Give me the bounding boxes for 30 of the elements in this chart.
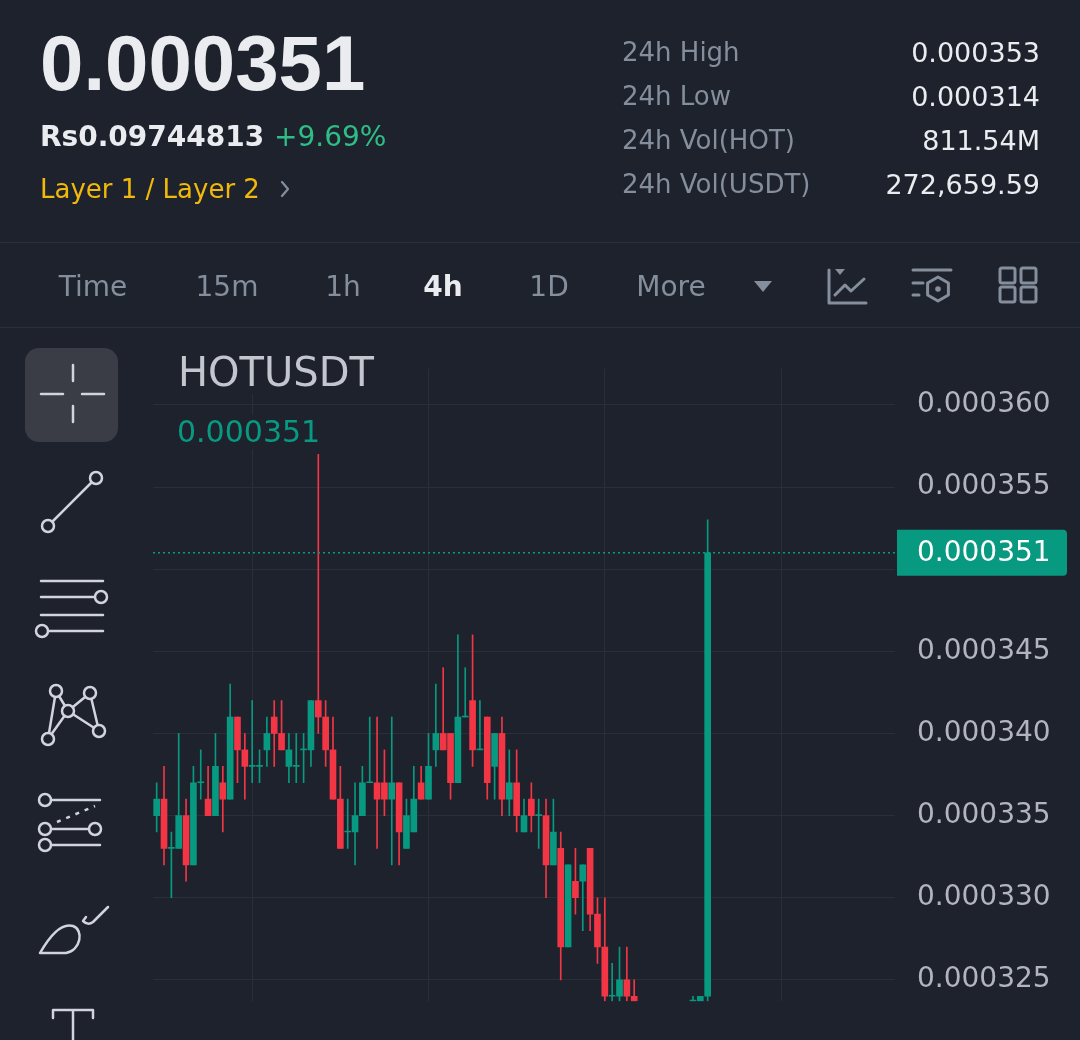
y-tick-label: 0.000355 [917,468,1051,502]
y-tick-label: 0.000345 [917,632,1051,666]
y-tick-label: 0.000335 [917,796,1051,830]
text: 4h [423,270,463,303]
text: Time [58,270,128,303]
candlestick [535,798,543,849]
text: 24h High [622,37,740,67]
text: 15m [195,270,259,303]
text: 0.000351 [40,19,366,107]
text: Layer 1 / Layer 2 [40,174,260,204]
chart-title: HOTUSDT [174,349,378,395]
candlestick [564,864,572,948]
text: Rs0.09744813 [40,120,265,153]
y-tick-label: 0.000325 [917,961,1051,995]
ref-line-label: 0.000351 [917,535,1051,569]
y-tick-label: 0.000330 [917,879,1051,912]
text: 0.000353 [911,36,1040,68]
y-tick-label: 0.000340 [917,714,1051,748]
text: 0.000314 [911,80,1040,112]
text: 0.000351 [173,414,325,449]
text: More [636,270,706,303]
text: 24h Vol(USDT) [622,169,811,199]
text: 272,659.59 [885,168,1040,200]
text: 1D [529,270,569,303]
y-tick-label: 0.000360 [917,386,1051,420]
text: +9.69% [274,120,387,153]
text: 24h Vol(HOT) [622,125,795,155]
text: 1h [325,270,361,303]
text: 24h Low [622,81,732,111]
text: 811.54M [922,124,1040,156]
